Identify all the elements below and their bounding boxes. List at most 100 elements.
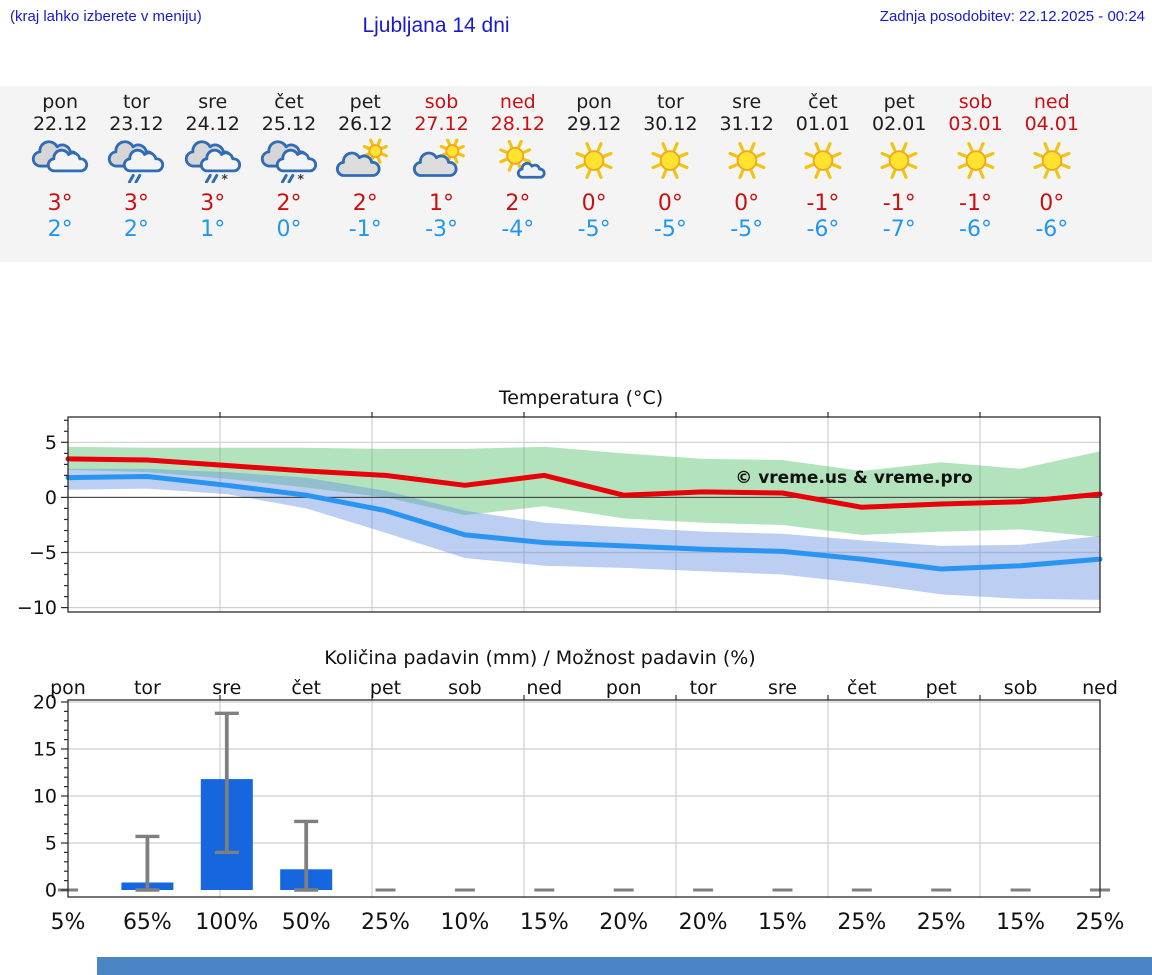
y-tick-label: 0 — [45, 487, 57, 509]
y-tick-label: −10 — [17, 597, 57, 619]
day-weather-icon — [709, 138, 785, 188]
uncertainty-band — [68, 446, 1100, 538]
precip-day-label: sre — [212, 677, 241, 699]
day-weather-icon — [937, 138, 1013, 188]
svg-text:*: * — [221, 172, 228, 183]
last-updated: Zadnja posodobitev: 22.12.2025 - 00:24 — [879, 8, 1145, 25]
day-high-temp: 0° — [657, 191, 683, 216]
partly-sunny-icon — [412, 138, 465, 177]
day-name: pon — [576, 91, 612, 113]
day-low-temp: 1° — [200, 217, 226, 242]
day-low-temp: -6° — [806, 217, 840, 242]
sunny-icon — [575, 142, 613, 179]
precip-day-label: pon — [50, 677, 86, 699]
day-low-temp: -3° — [425, 217, 459, 242]
day-high-temp: 1° — [429, 191, 455, 216]
precip-probability: 25% — [361, 910, 410, 935]
precip-probability: 50% — [282, 910, 331, 935]
y-tick-label: −5 — [29, 542, 57, 564]
precip-day-label: sob — [448, 677, 482, 699]
day-date: 31.12 — [719, 113, 774, 135]
day-column-26.12: pet 26.12 2° -1° — [327, 91, 403, 262]
day-date: 03.01 — [948, 113, 1003, 135]
precip-day-label: tor — [134, 677, 161, 699]
day-name: sob — [958, 91, 993, 113]
day-date: 24.12 — [185, 113, 240, 135]
day-date: 29.12 — [566, 113, 622, 135]
day-weather-icon — [1014, 138, 1090, 188]
day-date: 01.01 — [795, 113, 851, 135]
day-high-temp: -1° — [882, 191, 916, 216]
y-tick-label: 5 — [45, 833, 57, 855]
day-low-temp: 0° — [276, 217, 302, 242]
y-tick-label: 5 — [45, 432, 57, 454]
day-high-temp: 2° — [352, 191, 378, 216]
day-name: pon — [42, 91, 78, 113]
precip-probability: 10% — [440, 910, 489, 935]
day-weather-icon — [785, 138, 861, 188]
precip-probability: 25% — [1076, 910, 1125, 935]
precip-probability: 5% — [51, 910, 86, 935]
precip-probability: 65% — [123, 910, 172, 935]
sunny-icon — [880, 142, 918, 179]
day-weather-icon — [556, 138, 632, 188]
day-date: 30.12 — [643, 113, 698, 135]
day-name: sre — [198, 91, 228, 113]
day-column-04.01: ned 04.01 0° -6° — [1014, 91, 1090, 262]
day-low-temp: 2° — [47, 217, 73, 242]
day-name: čet — [808, 91, 838, 113]
horizontal-scrollbar[interactable] — [97, 957, 1152, 975]
day-weather-icon — [22, 138, 98, 188]
day-column-03.01: sob 03.01 -1° -6° — [937, 91, 1013, 262]
precip-day-label: ned — [1082, 677, 1118, 699]
day-weather-icon — [98, 138, 174, 188]
day-low-temp: -6° — [959, 217, 992, 242]
day-weather-icon — [480, 138, 556, 188]
cloudy-icon — [32, 140, 89, 173]
sunny-icon — [804, 142, 842, 179]
day-column-27.12: sob 27.12 1° -3° — [403, 91, 479, 262]
day-column-23.12: tor 23.12 3° 2° — [98, 91, 174, 262]
day-date: 22.12 — [32, 113, 88, 135]
sunny-icon — [728, 142, 766, 179]
sunny-icon — [651, 142, 689, 179]
day-weather-icon — [327, 138, 403, 188]
precip-day-label: sob — [1004, 677, 1038, 699]
day-low-temp: -1° — [348, 217, 382, 242]
day-column-01.01: čet 01.01 -1° -6° — [785, 91, 861, 262]
copyright-watermark: © vreme.us & vreme.pro — [735, 468, 972, 488]
precip-probability: 25% — [837, 910, 886, 935]
page-title: Ljubljana 14 dni — [362, 14, 510, 37]
precip-day-label: pet — [926, 677, 957, 699]
precip-day-label: sre — [768, 677, 797, 699]
precip-day-label: čet — [847, 677, 877, 699]
temperature-line — [65, 456, 1103, 510]
precip-probability: 100% — [195, 910, 258, 935]
y-tick-label: 0 — [45, 880, 57, 902]
day-high-temp: -1° — [806, 191, 840, 216]
day-low-temp: -5° — [577, 217, 611, 242]
day-name: pet — [349, 91, 381, 113]
precipitation-chart-title: Količina padavin (mm) / Možnost padavin … — [324, 647, 755, 669]
day-low-temp: 2° — [123, 217, 149, 242]
precip-probability: 15% — [520, 910, 569, 935]
day-column-30.12: tor 30.12 0° -5° — [632, 91, 708, 262]
day-low-temp: -4° — [501, 217, 535, 242]
day-column-24.12: sre 24.12 * 3° 1° — [175, 91, 251, 262]
temperature-chart-title: Temperatura (°C) — [498, 387, 663, 409]
precip-day-label: ned — [526, 677, 562, 699]
day-low-temp: -5° — [730, 217, 764, 242]
day-column-31.12: sre 31.12 0° -5° — [709, 91, 785, 262]
precip-day-label: pon — [606, 677, 642, 699]
sunny-icon — [957, 142, 994, 179]
day-weather-icon: * — [251, 138, 327, 188]
precip-probability: 15% — [758, 910, 807, 935]
y-tick-label: 20 — [33, 692, 57, 714]
day-high-temp: 3° — [47, 191, 73, 216]
day-name: tor — [122, 91, 150, 113]
day-low-temp: -7° — [882, 217, 916, 242]
y-tick-label: 10 — [33, 786, 57, 808]
day-name: čet — [274, 91, 304, 113]
partly-sunny-icon — [336, 138, 389, 177]
